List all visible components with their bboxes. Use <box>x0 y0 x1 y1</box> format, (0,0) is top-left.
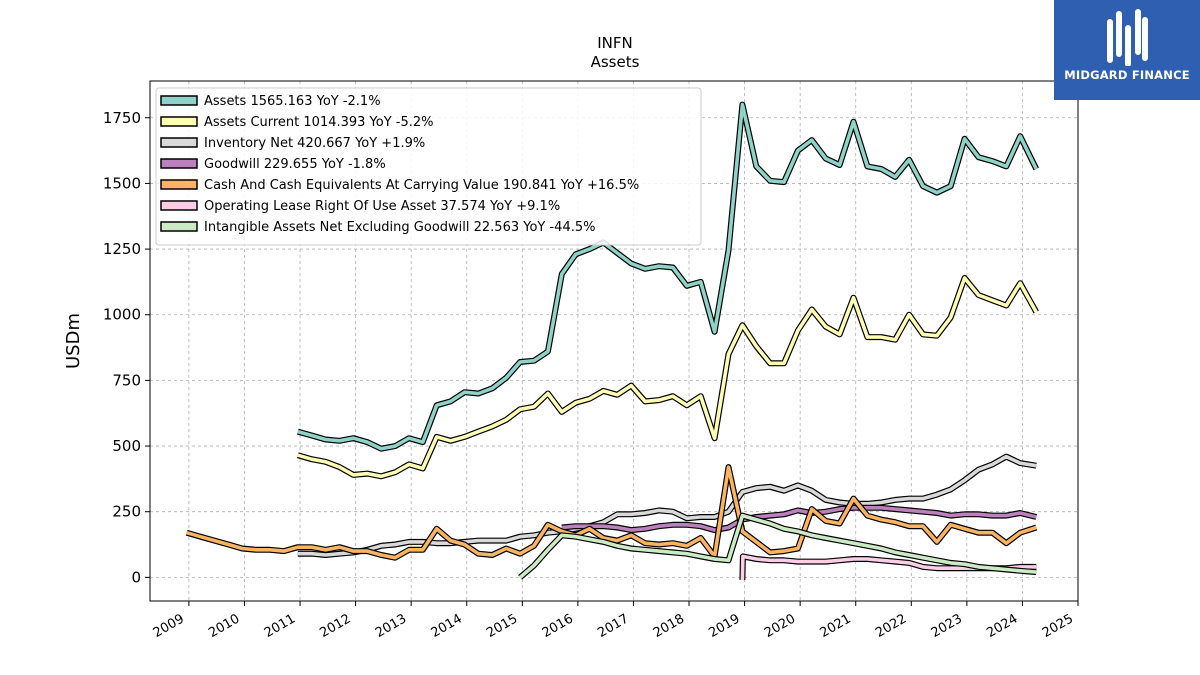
series-inventory-net <box>297 453 1037 558</box>
y-tick-label: 1000 <box>103 306 141 324</box>
x-tick-label: 2013 <box>373 611 409 641</box>
legend: Assets 1565.163 YoY -2.1% Assets Current … <box>155 87 702 246</box>
series-goodwill <box>561 504 1038 534</box>
x-tick-label: 2015 <box>484 611 520 641</box>
x-tick-label: 2023 <box>929 611 965 641</box>
y-tick-label: 750 <box>112 371 141 389</box>
legend-swatch-operating-lease-right-of-use-asset <box>160 200 198 211</box>
series-intangible-assets-net-excluding-goodwill <box>518 512 1037 580</box>
x-tick-label: 2016 <box>540 611 576 641</box>
y-tick-label: 0 <box>131 568 141 586</box>
series-cash-and-cash-equivalents-at-carrying-value <box>185 464 1038 561</box>
legend-label-goodwill: Goodwill 229.655 YoY -1.8% <box>204 157 386 172</box>
legend-swatch-assets <box>160 95 198 106</box>
series-line <box>297 102 1038 451</box>
legend-swatch-goodwill <box>160 158 198 169</box>
x-tick-label: 2017 <box>595 611 631 641</box>
legend-label-intangible-assets-net-excluding-goodwill: Intangible Assets Net Excluding Goodwill… <box>204 220 595 235</box>
brand-logo: MIDGARD FINANCE <box>1054 0 1200 100</box>
y-tick-label: 1250 <box>103 240 141 258</box>
legend-box <box>155 87 702 246</box>
x-tick-label: 2019 <box>706 611 742 641</box>
x-tick-label: 2011 <box>262 611 298 641</box>
y-tick-label: 1500 <box>103 174 141 192</box>
series-line <box>561 505 1037 532</box>
y-tick-label: 250 <box>112 503 141 521</box>
x-tick-label: 2025 <box>1040 611 1076 641</box>
legend-label-assets-current: Assets Current 1014.393 YoY -5.2% <box>204 115 434 130</box>
series-assets <box>296 101 1039 452</box>
series-line <box>186 465 1037 560</box>
series-line <box>518 513 1037 579</box>
y-tick-label: 1750 <box>103 109 141 127</box>
legend-label-inventory-net: Inventory Net 420.667 YoY +1.9% <box>204 136 425 151</box>
x-tick-label: 2009 <box>151 611 187 641</box>
series-line <box>297 454 1037 557</box>
legend-swatch-cash-and-cash-equivalents-at-carrying-value <box>160 179 198 190</box>
x-tick-label: 2012 <box>317 611 353 641</box>
y-tick-label: 500 <box>112 437 141 455</box>
x-tick-label: 2022 <box>873 611 909 641</box>
legend-swatch-intangible-assets-net-excluding-goodwill <box>160 221 198 232</box>
chart-subtitle: Assets <box>591 53 640 71</box>
x-tick-label: 2018 <box>651 611 687 641</box>
brand-name: MIDGARD FINANCE <box>1064 68 1190 82</box>
y-axis-label: USDm <box>63 313 84 369</box>
x-tick-label: 2024 <box>984 611 1020 641</box>
x-tick-label: 2010 <box>206 611 242 641</box>
chart-title: INFN <box>597 34 633 52</box>
series-layer <box>185 101 1039 581</box>
x-tick-label: 2020 <box>762 611 798 641</box>
series-outline <box>296 275 1039 480</box>
legend-label-operating-lease-right-of-use-asset: Operating Lease Right Of Use Asset 37.57… <box>204 199 560 214</box>
plot-frame <box>149 80 1079 602</box>
series-assets-current <box>296 275 1039 480</box>
x-tick-label: 2014 <box>429 611 465 641</box>
legend-label-assets: Assets 1565.163 YoY -2.1% <box>204 94 381 109</box>
legend-label-cash-and-cash-equivalents-at-carrying-value: Cash And Cash Equivalents At Carrying Va… <box>204 178 639 193</box>
legend-swatch-inventory-net <box>160 137 198 148</box>
legend-swatch-assets-current <box>160 116 198 127</box>
brand-mark-icon <box>1107 9 1148 66</box>
series-line <box>297 276 1038 479</box>
x-tick-label: 2021 <box>818 611 854 641</box>
